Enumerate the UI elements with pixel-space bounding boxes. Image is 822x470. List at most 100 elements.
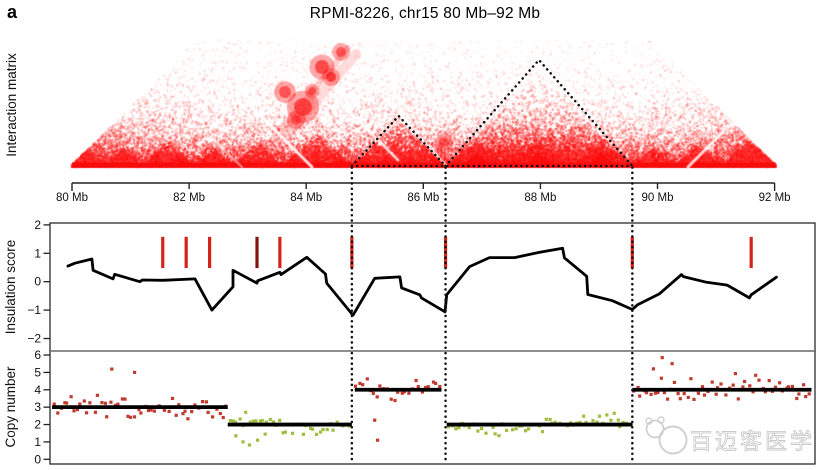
cn-point xyxy=(484,431,488,435)
cn-point xyxy=(434,381,438,385)
axis-tick-label: 82 Mb xyxy=(173,192,205,204)
cn-point xyxy=(132,415,137,419)
cn-point xyxy=(510,428,515,432)
cn-point xyxy=(82,399,86,403)
insulation-ytick-label: 0 xyxy=(34,275,41,289)
cn-point xyxy=(420,390,424,394)
cn-point xyxy=(424,385,428,390)
cn-point xyxy=(616,418,620,422)
cn-point xyxy=(795,396,799,401)
cn-point xyxy=(69,395,73,399)
cn-point xyxy=(454,427,458,431)
cn-point xyxy=(258,419,262,423)
cn-point xyxy=(281,431,285,435)
insulation-score-ylabel: Insulation score xyxy=(3,240,18,335)
cn-point xyxy=(228,419,232,423)
cn-point xyxy=(109,400,113,404)
cn-ytick-label: 1 xyxy=(34,435,41,449)
cn-point xyxy=(88,401,92,405)
cn-point xyxy=(689,377,693,381)
cn-point xyxy=(741,385,745,389)
cn-point xyxy=(591,419,595,423)
cn-point xyxy=(672,380,676,384)
cn-outlier-point xyxy=(110,367,114,371)
cn-point xyxy=(678,397,682,401)
copy-number-plot: 6 5 4 3 2 1 0 xyxy=(34,348,812,466)
cn-point xyxy=(584,420,588,425)
cn-point xyxy=(700,385,705,389)
cn-outlier-point xyxy=(373,418,377,422)
cn-point xyxy=(609,418,613,422)
cn-point xyxy=(790,384,794,389)
cn-point xyxy=(653,391,657,395)
cn-point xyxy=(170,396,175,400)
cn-point xyxy=(736,397,740,401)
cn-point xyxy=(621,420,625,425)
cn-point xyxy=(105,415,109,419)
cn-ytick-label: 6 xyxy=(34,348,41,362)
cn-point xyxy=(186,417,190,421)
cn-point xyxy=(264,420,268,424)
cn-point xyxy=(778,381,782,385)
cn-point xyxy=(272,420,276,424)
cn-point xyxy=(786,385,791,389)
cn-point xyxy=(578,420,582,425)
cn-point xyxy=(309,426,313,430)
cn-point xyxy=(710,380,714,384)
cn-point xyxy=(731,383,735,387)
cn-point xyxy=(618,425,622,429)
cn-point xyxy=(407,391,411,395)
cn-point xyxy=(476,429,480,433)
cn-point xyxy=(692,397,696,401)
cn-point xyxy=(446,425,450,429)
cn-point xyxy=(254,419,258,423)
cn-point xyxy=(389,397,393,401)
cn-point xyxy=(582,414,586,418)
insulation-ytick-label: −2 xyxy=(27,332,41,346)
tad-triangle xyxy=(350,114,447,168)
cn-point xyxy=(371,391,375,395)
axis-tick-label: 92 Mb xyxy=(759,192,791,204)
cn-point xyxy=(676,392,680,396)
cn-point xyxy=(527,427,531,431)
cn-point xyxy=(553,420,557,424)
cn-point xyxy=(378,384,382,388)
cn-point xyxy=(414,378,418,383)
axis-tick-label: 84 Mb xyxy=(290,192,322,204)
cn-point xyxy=(149,408,153,412)
cn-point xyxy=(719,382,723,386)
cn-point xyxy=(612,411,616,415)
cn-point xyxy=(128,415,133,419)
cn-point xyxy=(268,417,272,422)
tad-triangle xyxy=(444,58,634,168)
cn-point xyxy=(748,384,752,388)
copy-number-ylabel: Copy number xyxy=(3,366,18,448)
cn-point xyxy=(491,425,495,429)
cn-ytick-label: 2 xyxy=(34,418,41,432)
cn-point xyxy=(290,431,295,435)
axis-tick-label: 80 Mb xyxy=(56,192,88,204)
cn-point xyxy=(649,392,653,396)
cn-outlier-point xyxy=(247,443,251,447)
cn-point xyxy=(183,409,187,413)
cn-outlier-point xyxy=(241,440,245,444)
watermark-logo-head xyxy=(645,419,665,439)
cn-point xyxy=(396,390,400,394)
cn-point xyxy=(438,384,442,389)
cn-point xyxy=(636,385,640,390)
cn-point xyxy=(193,403,197,407)
cn-point xyxy=(321,428,325,432)
cn-point xyxy=(301,432,305,436)
tad-boundary-dotted-lines xyxy=(350,58,634,465)
cn-point xyxy=(206,410,210,414)
cn-point xyxy=(331,428,335,432)
cn-point xyxy=(505,428,509,432)
cn-point xyxy=(248,420,252,424)
cn-point xyxy=(260,419,264,423)
cn-point xyxy=(605,413,609,417)
cn-point xyxy=(52,402,56,406)
cn-point xyxy=(393,398,397,403)
cn-point xyxy=(238,417,242,421)
